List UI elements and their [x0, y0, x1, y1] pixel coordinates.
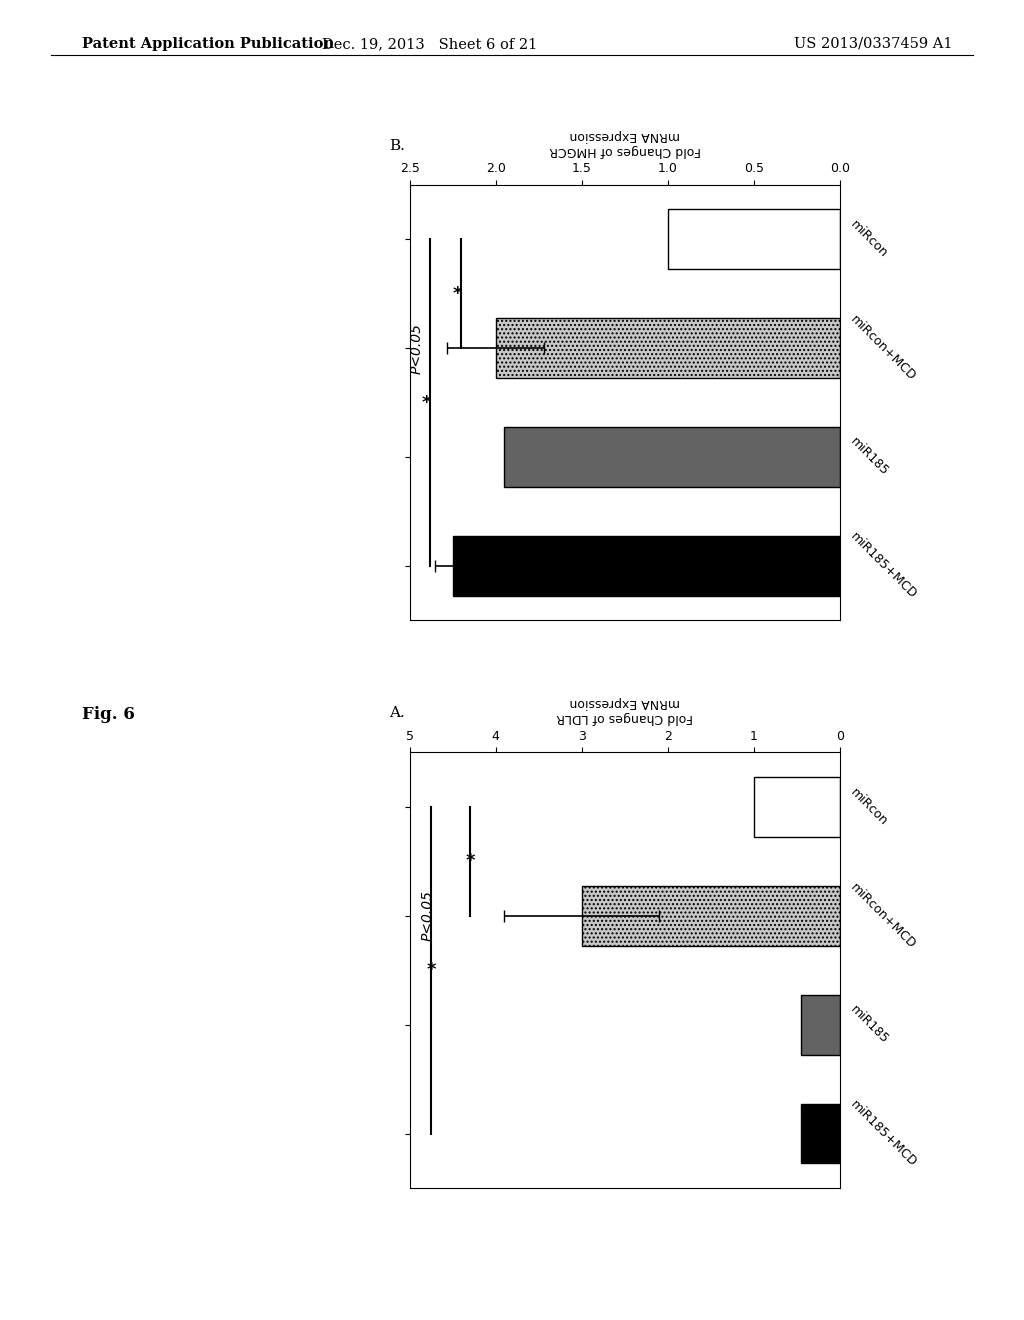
Text: miRcon: miRcon: [848, 218, 890, 260]
Text: *: *: [427, 961, 436, 979]
Text: B.: B.: [389, 139, 406, 153]
Text: miR185: miR185: [848, 436, 891, 479]
Text: miR185+MCD: miR185+MCD: [848, 1098, 920, 1170]
Bar: [496, 318, 840, 378]
Text: Patent Application Publication: Patent Application Publication: [82, 37, 334, 51]
X-axis label: Fold Changes of LDLR
mRNA Expression: Fold Changes of LDLR mRNA Expression: [556, 697, 693, 725]
Text: miR185+MCD: miR185+MCD: [848, 531, 920, 602]
Bar: [801, 1104, 840, 1163]
Bar: [754, 777, 840, 837]
Text: *: *: [422, 393, 431, 412]
Text: *: *: [453, 285, 462, 302]
Bar: [504, 428, 840, 487]
X-axis label: Fold Changes of HMGCR
mRNA Expression: Fold Changes of HMGCR mRNA Expression: [549, 129, 700, 157]
Text: Dec. 19, 2013   Sheet 6 of 21: Dec. 19, 2013 Sheet 6 of 21: [323, 37, 538, 51]
Bar: [453, 536, 840, 595]
Text: P<0.05: P<0.05: [421, 890, 435, 941]
Bar: [801, 995, 840, 1055]
Text: miRcon+MCD: miRcon+MCD: [848, 880, 919, 950]
Bar: [668, 210, 840, 269]
Text: miRcon: miRcon: [848, 785, 890, 828]
Text: US 2013/0337459 A1: US 2013/0337459 A1: [794, 37, 952, 51]
Text: *: *: [466, 853, 475, 870]
Text: P<0.05: P<0.05: [410, 322, 424, 374]
Bar: [582, 886, 840, 945]
Text: Fig. 6: Fig. 6: [82, 706, 135, 723]
Text: miRcon+MCD: miRcon+MCD: [848, 313, 919, 383]
Text: A.: A.: [389, 706, 404, 721]
Text: miR185: miR185: [848, 1003, 891, 1047]
